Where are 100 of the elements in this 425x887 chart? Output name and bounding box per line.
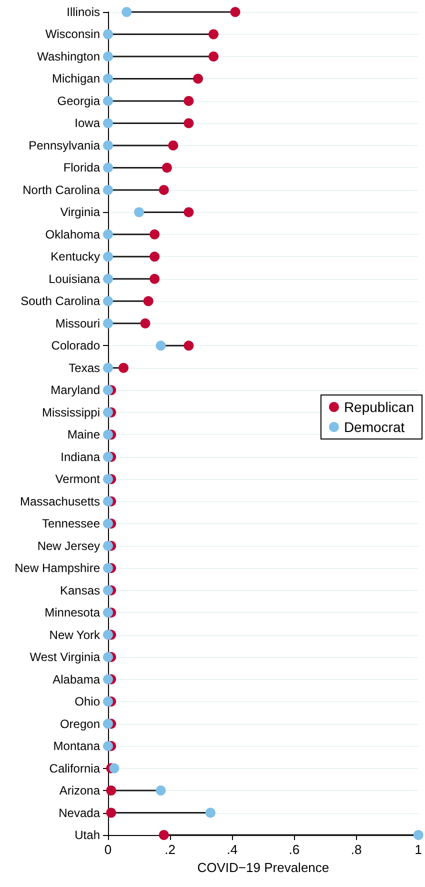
y-tick-label: Georgia bbox=[57, 94, 100, 108]
y-tick-label: Tennessee bbox=[42, 516, 100, 531]
point bbox=[103, 496, 113, 506]
point bbox=[103, 540, 113, 551]
point bbox=[103, 718, 113, 729]
y-tick-label: Kentucky bbox=[50, 250, 100, 264]
y-tick-label: Kansas bbox=[60, 583, 100, 598]
point bbox=[168, 140, 178, 150]
point bbox=[103, 51, 113, 62]
y-tick-label: Ohio bbox=[74, 694, 100, 709]
point bbox=[184, 340, 194, 351]
y-tick-label: Colorado bbox=[51, 338, 100, 353]
point bbox=[150, 229, 160, 240]
y-tick-label: Alabama bbox=[52, 672, 100, 686]
point bbox=[109, 763, 120, 774]
y-tick-label: Texas bbox=[68, 360, 100, 375]
y-tick-label: California bbox=[49, 761, 100, 776]
point bbox=[103, 474, 113, 484]
y-tick-label: Oklahoma bbox=[45, 227, 100, 242]
point bbox=[103, 318, 113, 328]
y-tick-label: New York bbox=[49, 628, 101, 642]
point bbox=[208, 29, 219, 40]
y-tick-label: Massachusetts bbox=[20, 494, 100, 508]
legend-label: Democrat bbox=[344, 419, 405, 435]
y-tick-label: Maine bbox=[67, 428, 100, 442]
y-tick-label: Minnesota bbox=[44, 606, 100, 620]
y-tick-label: Oregon bbox=[60, 716, 100, 731]
point bbox=[103, 407, 113, 418]
y-tick-label: Illinois bbox=[66, 5, 100, 19]
point bbox=[150, 252, 160, 262]
y-tick-label: Montana bbox=[53, 739, 100, 754]
point bbox=[103, 608, 113, 618]
y-tick-label: Vermont bbox=[55, 472, 101, 486]
point bbox=[208, 51, 219, 62]
y-tick-label: Wisconsin bbox=[45, 27, 100, 42]
x-tick-label: .4 bbox=[226, 842, 238, 857]
point bbox=[143, 296, 154, 306]
y-tick-label: Louisiana bbox=[48, 272, 100, 286]
point bbox=[103, 229, 113, 240]
point bbox=[103, 585, 113, 596]
x-tick-label: .6 bbox=[288, 842, 300, 857]
x-tick-label: 1 bbox=[414, 842, 422, 857]
point bbox=[103, 274, 113, 284]
x-tick-label: .2 bbox=[164, 842, 176, 857]
y-tick-label: New Jersey bbox=[37, 538, 100, 553]
point bbox=[134, 207, 144, 218]
point bbox=[103, 452, 113, 462]
point bbox=[106, 786, 116, 796]
point bbox=[103, 430, 113, 440]
y-tick-label: Arizona bbox=[59, 784, 100, 798]
point bbox=[103, 252, 113, 262]
point bbox=[103, 652, 113, 662]
point bbox=[156, 340, 166, 351]
y-tick-label: Missouri bbox=[55, 316, 100, 330]
point bbox=[193, 74, 204, 84]
point bbox=[413, 830, 424, 840]
point bbox=[184, 207, 194, 218]
point bbox=[103, 674, 113, 684]
point bbox=[103, 74, 113, 84]
point bbox=[103, 118, 113, 128]
point bbox=[103, 696, 113, 707]
y-tick-label: Michigan bbox=[52, 72, 100, 86]
y-tick-label: Washington bbox=[37, 49, 100, 64]
point bbox=[103, 362, 113, 373]
x-tick-label: .8 bbox=[350, 842, 362, 857]
y-tick-label: Nevada bbox=[58, 806, 100, 820]
y-tick-label: Iowa bbox=[74, 116, 100, 130]
y-tick-label: Utah bbox=[74, 828, 100, 842]
point bbox=[103, 385, 113, 396]
point bbox=[103, 96, 113, 106]
y-tick-label: South Carolina bbox=[20, 294, 100, 308]
point bbox=[150, 274, 160, 284]
legend-label: Republican bbox=[344, 399, 414, 415]
y-tick-label: North Carolina bbox=[22, 182, 100, 197]
point bbox=[103, 140, 113, 150]
point bbox=[230, 7, 240, 17]
point bbox=[156, 786, 166, 796]
point bbox=[106, 808, 116, 818]
point bbox=[158, 184, 169, 195]
y-tick-label: Indiana bbox=[60, 450, 100, 464]
point bbox=[103, 518, 113, 529]
x-tick-label: 0 bbox=[104, 842, 112, 857]
point bbox=[103, 630, 113, 640]
point bbox=[162, 162, 172, 173]
point bbox=[103, 563, 113, 574]
y-tick-label: Pennsylvania bbox=[28, 138, 100, 152]
point bbox=[205, 808, 216, 818]
point bbox=[122, 7, 132, 17]
point bbox=[184, 118, 194, 128]
y-tick-label: Florida bbox=[63, 160, 100, 175]
point bbox=[103, 741, 113, 752]
y-tick-label: Maryland bbox=[50, 383, 100, 398]
point bbox=[103, 162, 113, 173]
x-axis-title: COVID−19 Prevalence bbox=[197, 860, 330, 875]
point bbox=[184, 96, 194, 106]
point bbox=[103, 296, 113, 306]
y-tick-label: Mississippi bbox=[42, 405, 100, 420]
point bbox=[118, 362, 129, 373]
y-tick-label: New Hampshire bbox=[14, 561, 100, 576]
y-tick-label: West Virginia bbox=[30, 650, 100, 664]
